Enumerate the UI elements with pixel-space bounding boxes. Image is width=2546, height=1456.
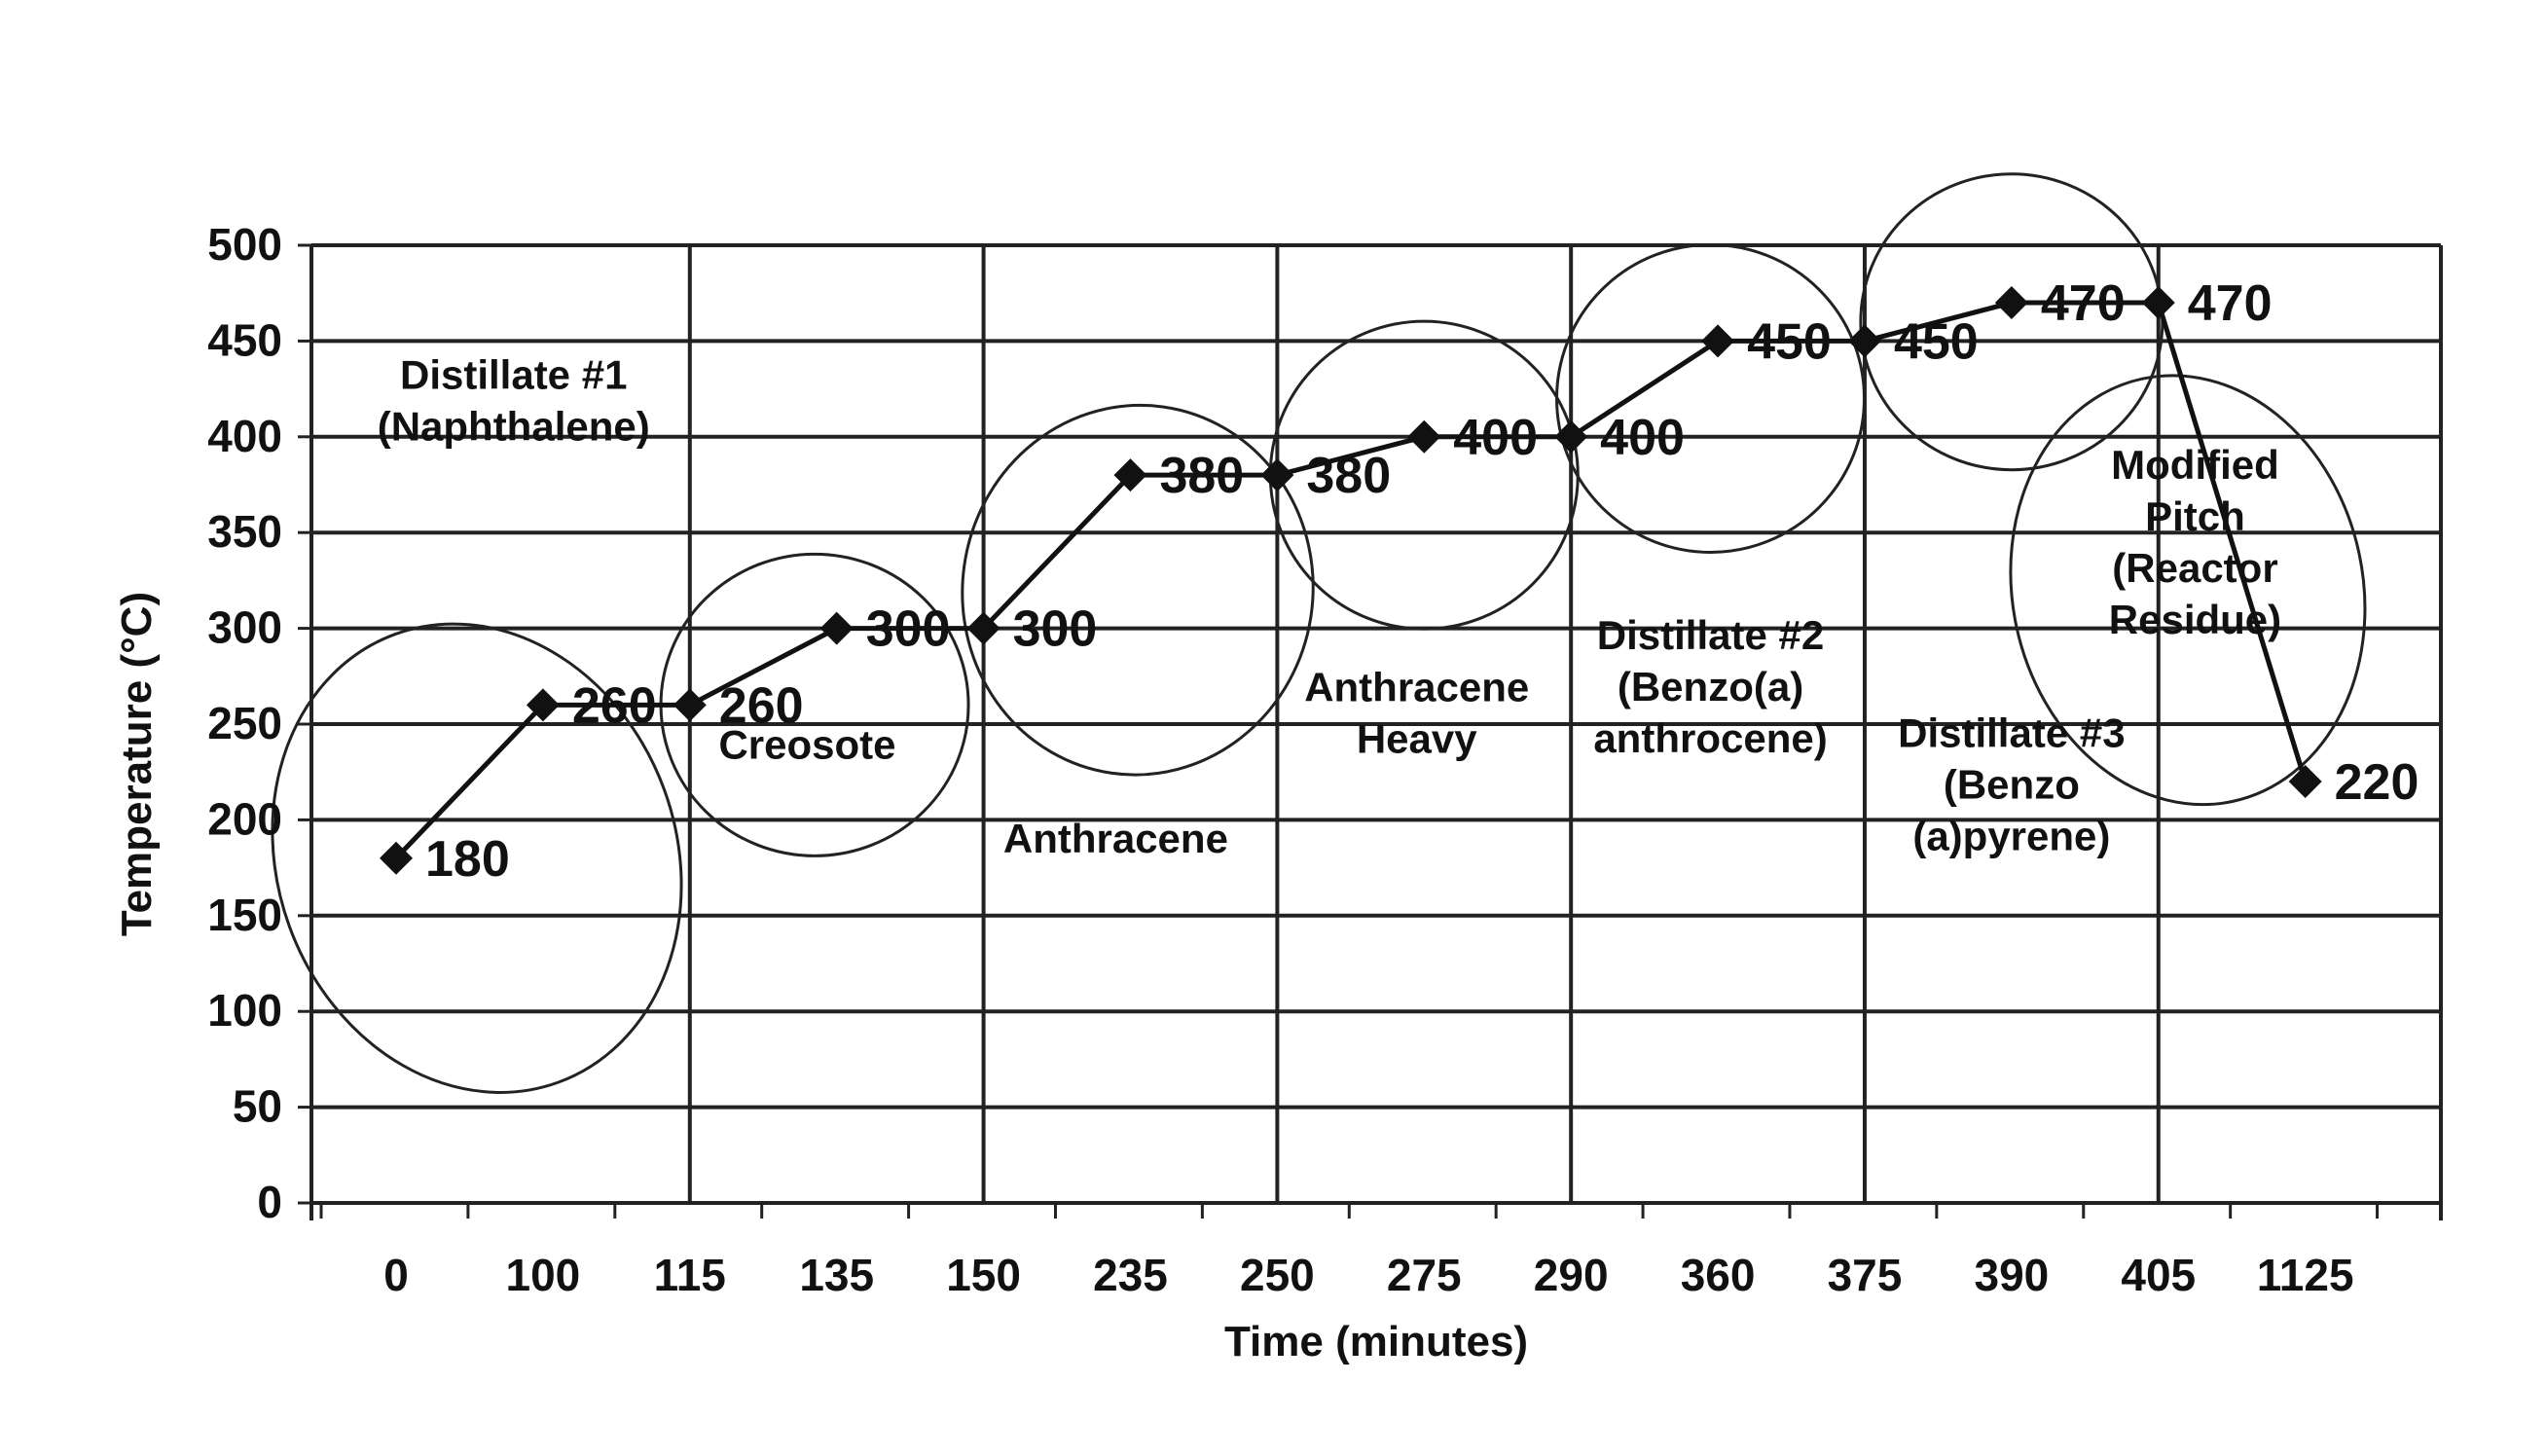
x-tick-label: 405 (2121, 1250, 2196, 1300)
region-label: Distillate #1 (400, 352, 627, 398)
annotation-ellipse (661, 554, 968, 855)
region-label: Modified (2111, 442, 2279, 488)
region-label: Heavy (1357, 715, 1477, 761)
region-label: Anthracene (1003, 816, 1228, 861)
x-tick-label: 250 (1240, 1250, 1315, 1300)
x-tick-label: 235 (1093, 1250, 1168, 1300)
x-tick-label: 150 (946, 1250, 1021, 1300)
data-label: 470 (2041, 275, 2126, 332)
diamond-marker (2289, 765, 2322, 798)
labels: 0 50 100 150 200 250 300 350 400 450 500 0 100 115 135… (207, 219, 2419, 1300)
x-tick-label: 275 (1387, 1250, 1462, 1300)
y-tick-label: 50 (233, 1081, 282, 1132)
region-label: Residue) (2109, 597, 2281, 642)
region-label: Creosote (718, 721, 895, 767)
y-tick-label: 100 (207, 985, 282, 1036)
data-label: 180 (425, 831, 510, 888)
region-label: (a)pyrene) (1912, 814, 2110, 859)
y-tick-label: 250 (207, 698, 282, 748)
region-label: (Reactor (2112, 545, 2277, 591)
region-label: (Naphthalene) (378, 404, 650, 450)
data-label: 400 (1600, 410, 1685, 466)
y-tick-label: 400 (207, 411, 282, 461)
y-axis-title: Temperature (°C) (113, 592, 161, 936)
x-tick-label: 390 (1974, 1250, 2049, 1300)
data-label: 380 (1159, 448, 1244, 504)
data-label: 450 (1894, 313, 1979, 370)
region-label: Distillate #2 (1597, 612, 1824, 658)
data-label: 470 (2188, 275, 2273, 332)
diamond-marker (1995, 286, 2028, 319)
y-tick-label: 350 (207, 506, 282, 557)
x-tick-label: 360 (1681, 1250, 1756, 1300)
x-tick-label: 290 (1534, 1250, 1609, 1300)
y-tick-label: 450 (207, 314, 282, 365)
y-tick-label: 0 (257, 1177, 282, 1227)
y-tick-label: 200 (207, 793, 282, 844)
y-tick-label: 150 (207, 890, 282, 940)
data-label: 300 (866, 601, 951, 658)
x-tick-label: 135 (799, 1250, 874, 1300)
data-label: 450 (1747, 313, 1832, 370)
data-label: 400 (1453, 410, 1538, 466)
data-label: 300 (1013, 601, 1098, 658)
diamond-marker (2142, 286, 2175, 319)
y-tick-label: 300 (207, 602, 282, 653)
diamond-marker (1848, 324, 1881, 357)
region-label: (Benzo(a) (1618, 664, 1803, 710)
x-tick-label: 375 (1828, 1250, 1903, 1300)
x-tick-label: 100 (506, 1250, 581, 1300)
annotation-ellipse (1557, 244, 1865, 552)
diamond-marker (673, 688, 707, 721)
x-tick-label: 0 (383, 1250, 409, 1300)
region-label: (Benzo (1944, 762, 2080, 808)
y-tick-label: 500 (207, 219, 282, 270)
region-label: Anthracene (1304, 664, 1529, 710)
region-label: anthrocene) (1593, 715, 1827, 761)
diamond-marker (1701, 324, 1734, 357)
x-axis-title: Time (minutes) (1224, 1318, 1528, 1365)
diamond-marker (1407, 420, 1440, 454)
diamond-marker (820, 612, 854, 645)
x-tick-label: 115 (654, 1250, 726, 1300)
region-label: Pitch (2145, 493, 2245, 539)
region-label: Distillate #3 (1898, 710, 2125, 756)
data-label: 380 (1306, 448, 1391, 504)
data-label: 260 (572, 677, 657, 734)
data-label: 220 (2335, 754, 2419, 811)
x-tick-label: 1125 (2257, 1250, 2354, 1300)
